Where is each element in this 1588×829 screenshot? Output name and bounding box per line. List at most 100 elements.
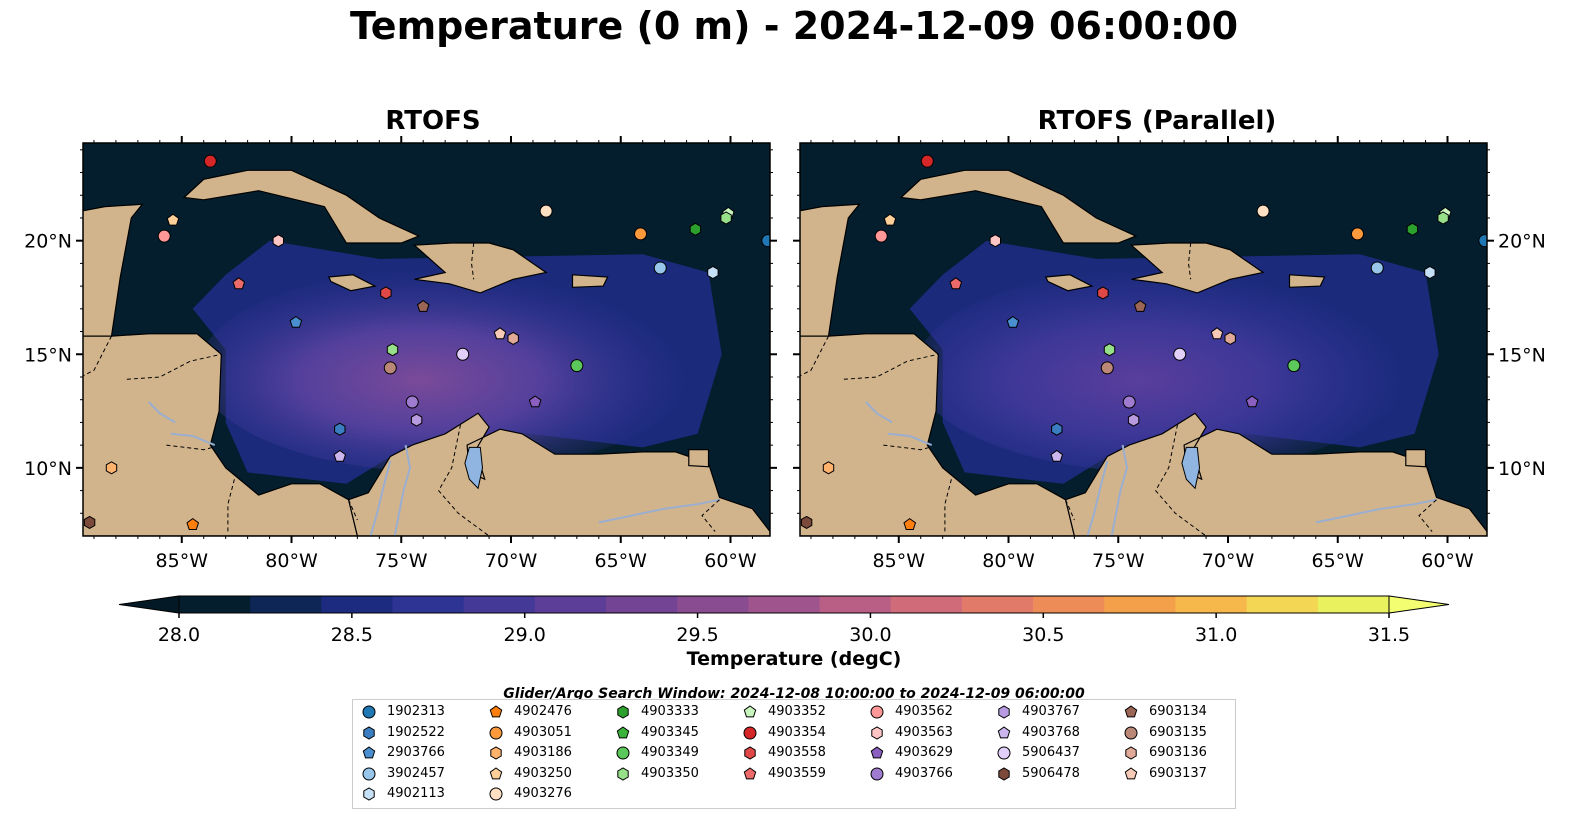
legend-marker-circle <box>870 705 884 719</box>
lon-tick-label: 80°W <box>265 550 318 572</box>
platform-marker-6903136 <box>1224 331 1236 345</box>
river <box>1315 498 1437 524</box>
platform-marker-1902313 <box>761 234 770 248</box>
country-border <box>83 335 112 377</box>
legend-item-6903137: 6903137 <box>1123 764 1207 784</box>
lake-maracaibo <box>464 446 484 490</box>
platform-marker-4903558 <box>380 286 392 300</box>
legend-title: Glider/Argo Search Window: 2024-12-08 10… <box>503 686 1085 702</box>
land-trinidad <box>1405 449 1427 468</box>
platform-marker-4903349 <box>1287 359 1301 373</box>
legend-marker-icon <box>490 746 502 760</box>
platform-marker-4902113 <box>707 265 719 280</box>
river <box>170 432 216 447</box>
legend-item-4903562: 4903562 <box>869 702 953 722</box>
platform-marker-4903563 <box>989 234 1001 248</box>
colorbar-segment <box>961 596 1034 613</box>
legend-marker-pentagon <box>1124 767 1138 780</box>
legend-marker-icon <box>489 767 503 780</box>
legend-item-label: 4903629 <box>895 745 953 761</box>
colorbar-tick-label: 29.0 <box>504 624 546 646</box>
river <box>393 444 412 536</box>
country-border <box>126 353 222 380</box>
legend-item-label: 4903345 <box>641 724 699 740</box>
map-frame-right <box>799 142 1488 537</box>
panel-title-rtofs-parallel: RTOFS (Parallel) <box>1037 106 1277 136</box>
map-panel-rtofs <box>83 143 770 536</box>
legend-marker-icon <box>489 705 503 718</box>
lat-tick-label: 10°N <box>24 458 72 480</box>
legend-item-1902522: 1902522 <box>361 723 445 743</box>
legend-marker-icon <box>998 767 1010 781</box>
legend-item-label: 3902457 <box>387 765 445 781</box>
platform-marker-3902457 <box>1370 261 1384 275</box>
legend-marker-hexagon <box>871 726 883 740</box>
platform-legend: 1902313 1902522 2903766 3902457 4902113 49024… <box>352 699 1236 809</box>
legend-item-4903766: 4903766 <box>869 764 953 784</box>
warm-core <box>197 267 693 473</box>
legend-marker-icon <box>870 767 884 781</box>
colorbar-segment <box>1104 596 1177 613</box>
colorbar-segment <box>1175 596 1248 613</box>
river <box>369 460 392 536</box>
lon-tick-label: 70°W <box>1202 550 1255 572</box>
legend-marker-icon <box>617 767 629 781</box>
colorbar-tick-label: 31.5 <box>1368 624 1410 646</box>
platform-marker-2903766 <box>289 315 303 328</box>
country-border <box>437 424 490 536</box>
river <box>1086 460 1109 536</box>
platform-marker-4903354 <box>920 154 934 168</box>
legend-item-label: 5906478 <box>1022 765 1080 781</box>
panel-title-rtofs: RTOFS <box>385 106 481 136</box>
platform-marker-6903135 <box>1100 361 1114 375</box>
lon-tick-label: 75°W <box>375 550 428 572</box>
river <box>598 498 720 524</box>
warm-core <box>914 267 1410 473</box>
platform-marker-6903135 <box>383 361 397 375</box>
legend-marker-icon <box>362 705 376 719</box>
platform-marker-6903137 <box>1210 327 1224 340</box>
legend-item-5906437: 5906437 <box>996 743 1080 763</box>
legend-item-label: 1902313 <box>387 704 445 719</box>
legend-item-4903349: 4903349 <box>615 743 699 763</box>
country-border <box>166 444 213 451</box>
legend-item-label: 4903558 <box>768 745 826 761</box>
legend-marker-pentagon <box>870 746 884 759</box>
platform-marker-4903629 <box>528 395 542 408</box>
country-border <box>843 353 939 380</box>
legend-item-4903186: 4903186 <box>488 743 572 763</box>
lon-tick-label: 65°W <box>1312 550 1365 572</box>
colorbar-segment <box>1246 596 1319 613</box>
legend-item-3902457: 3902457 <box>361 764 445 784</box>
legend-item-4903352: 4903352 <box>742 702 826 722</box>
legend-marker-icon <box>997 725 1011 738</box>
platform-marker-4903350 <box>1103 343 1116 357</box>
platform-marker-6903134 <box>1133 299 1147 312</box>
colorbar-frame <box>178 595 1390 614</box>
colorbar-segment <box>819 596 892 613</box>
legend-item-label: 6903135 <box>1149 724 1207 740</box>
platform-marker-4903562 <box>157 229 171 243</box>
platform-marker-4902476 <box>903 517 917 530</box>
platform-marker-4903186 <box>105 461 118 475</box>
colorbar-tick-label: 30.0 <box>849 624 891 646</box>
land-hispaniola <box>412 242 548 294</box>
legend-marker-icon <box>1124 705 1138 718</box>
land-cuba <box>899 169 1138 244</box>
colorbar-segment <box>250 596 322 613</box>
legend-item-6903134: 6903134 <box>1123 702 1207 722</box>
platform-marker-1902522 <box>334 422 346 436</box>
lake-maracaibo <box>1181 446 1201 490</box>
legend-marker-icon <box>1124 767 1138 780</box>
platform-marker-4903563 <box>272 234 284 248</box>
platform-marker-4903051 <box>1351 227 1365 241</box>
legend-item-4903563: 4903563 <box>869 723 953 743</box>
colorbar-tick-label: 28.5 <box>331 624 373 646</box>
country-border <box>1154 424 1207 536</box>
platform-marker-4903350 <box>386 343 399 357</box>
legend-marker-icon <box>743 726 757 740</box>
country-border <box>227 479 235 532</box>
lat-tick-label: 10°N <box>1498 458 1546 480</box>
legend-item-2903766: 2903766 <box>361 743 445 763</box>
